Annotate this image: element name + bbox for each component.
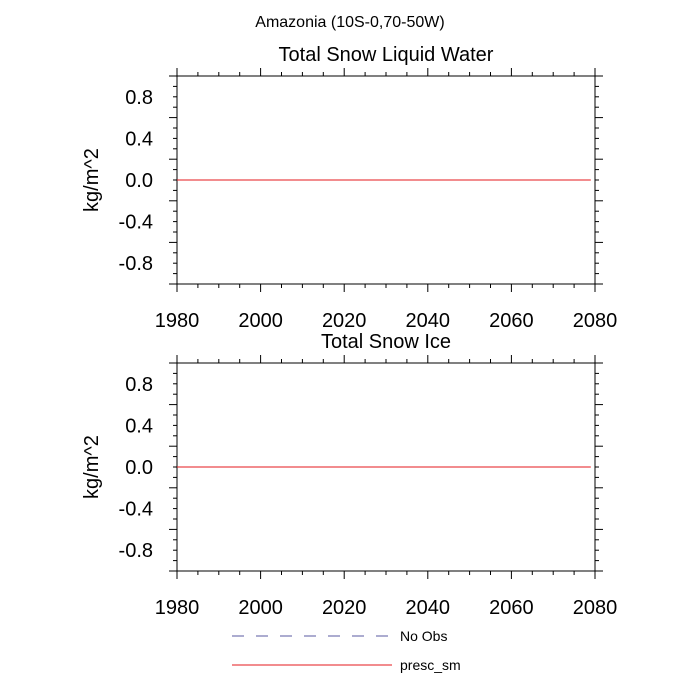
x-tick-label: 2000 <box>238 597 283 619</box>
x-tick-label: 2080 <box>573 310 618 332</box>
chart-title: Total Snow Liquid Water <box>279 44 494 66</box>
y-tick-label: 0.0 <box>125 457 153 479</box>
y-tick-label: -0.4 <box>119 212 153 234</box>
chart-panel: Total Snow Ice 1980 2000 2020 2040 2060 2080 -0… <box>81 331 617 619</box>
y-axis-label: kg/m^2 <box>81 435 103 499</box>
legend-label: No Obs <box>400 628 447 644</box>
x-tick-label: 2060 <box>489 310 534 332</box>
x-tick-label: 2040 <box>406 310 451 332</box>
x-tick-label: 2060 <box>489 597 534 619</box>
y-tick-label: 0.8 <box>125 87 153 109</box>
y-tick-label: 0.4 <box>125 128 153 150</box>
legend: No Obs presc_sm <box>232 628 461 673</box>
chart-panel: Total Snow Liquid Water 1980 2000 2020 2040 2… <box>81 44 617 332</box>
x-tick-label: 1980 <box>155 310 200 332</box>
y-tick-label: -0.4 <box>119 499 153 521</box>
legend-label: presc_sm <box>400 657 461 673</box>
x-tick-label: 2020 <box>322 310 367 332</box>
y-tick-label: 0.0 <box>125 170 153 192</box>
y-axis-label: kg/m^2 <box>81 148 103 212</box>
x-tick-label: 2040 <box>406 597 451 619</box>
x-tick-label: 1980 <box>155 597 200 619</box>
figure-suptitle: Amazonia (10S-0,70-50W) <box>255 14 444 31</box>
y-tick-label: 0.4 <box>125 415 153 437</box>
chart-title: Total Snow Ice <box>321 331 451 353</box>
x-tick-label: 2080 <box>573 597 618 619</box>
y-tick-label: 0.8 <box>125 374 153 396</box>
y-tick-label: -0.8 <box>119 540 153 562</box>
x-tick-label: 2000 <box>238 310 283 332</box>
x-tick-label: 2020 <box>322 597 367 619</box>
y-tick-label: -0.8 <box>119 253 153 275</box>
